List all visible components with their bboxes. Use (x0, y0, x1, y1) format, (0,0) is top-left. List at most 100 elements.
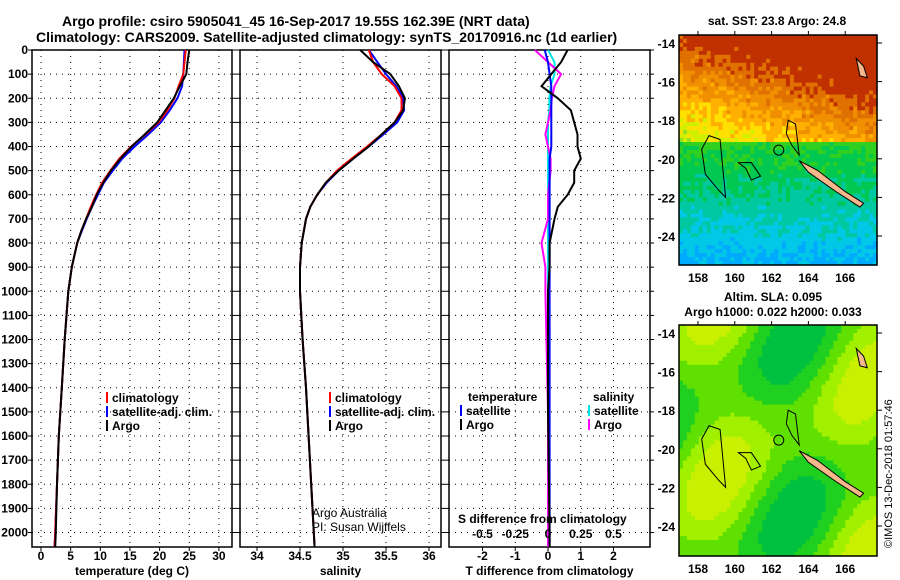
map-cell (730, 241, 736, 246)
map-cell (825, 46, 831, 52)
map-cell (698, 404, 704, 410)
map-cell (865, 217, 870, 222)
map-cell (679, 42, 684, 48)
map-cell (730, 440, 736, 446)
map-cell (746, 173, 751, 179)
map-cell (797, 177, 803, 183)
map-cell (782, 169, 787, 175)
map-y-tick-label: -24 (658, 230, 676, 244)
map-cell (861, 412, 866, 418)
map-cell (821, 392, 827, 398)
map-cell (853, 408, 858, 414)
map-cell (849, 205, 854, 211)
map-cell (762, 424, 767, 430)
map-cell (829, 82, 835, 88)
map-cell (690, 122, 696, 127)
map-cell (821, 372, 827, 378)
map-cell (702, 352, 708, 358)
map-cell (873, 333, 878, 338)
map-cell (797, 66, 803, 72)
map-cell (698, 452, 704, 457)
map-cell (813, 325, 819, 330)
map-cell (797, 146, 803, 151)
map-cell (805, 150, 811, 155)
map-cell (833, 340, 838, 346)
map-cell (690, 424, 696, 430)
map-cell (722, 404, 728, 410)
map-cell (698, 352, 704, 358)
map-cell (861, 82, 866, 88)
map-cell (873, 42, 878, 48)
map-cell (750, 185, 755, 191)
map-frame (678, 34, 878, 266)
map-cell (801, 404, 807, 410)
map-cell (706, 344, 712, 350)
map-cell (778, 114, 783, 119)
map-cell (734, 157, 739, 163)
map-cell (845, 221, 850, 226)
map-cell (869, 106, 874, 111)
map-cell (698, 408, 704, 414)
map-cell (679, 98, 684, 103)
map-cell (813, 352, 819, 358)
map-cell (738, 412, 743, 418)
map-cell (710, 58, 716, 64)
map-cell (805, 392, 811, 398)
map-cell (706, 233, 712, 238)
legend-label: satellite-adj. clim. (112, 405, 212, 419)
map-cell (710, 257, 716, 262)
map-cell (698, 46, 704, 52)
map-cell (770, 380, 775, 386)
map-cell (722, 241, 728, 246)
map-cell (683, 249, 688, 254)
map-cell (778, 66, 783, 72)
map-cell (857, 35, 862, 40)
map-cell (718, 161, 724, 167)
map-cell (738, 364, 743, 370)
map-cell (817, 249, 823, 254)
map-cell (722, 348, 728, 354)
map-cell (698, 376, 704, 382)
map-cell (734, 396, 739, 402)
map-cell (849, 54, 854, 60)
map-cell (825, 173, 831, 179)
map-cell (750, 78, 755, 84)
map-cell (762, 372, 767, 378)
map-cell (758, 90, 763, 96)
map-cell (686, 444, 692, 450)
map-cell (833, 82, 838, 88)
map-cell (754, 372, 759, 378)
map-cell (750, 329, 755, 334)
map-cell (801, 368, 807, 374)
map-cell (758, 225, 763, 230)
map-cell (734, 261, 739, 266)
map-cell (762, 78, 767, 84)
map-cell (785, 157, 791, 163)
map-cell (797, 368, 803, 374)
map-cell (706, 392, 712, 398)
map-cell (710, 173, 716, 179)
map-cell (849, 173, 854, 179)
map-cell (805, 66, 811, 72)
map-cell (782, 436, 787, 442)
map-cell (686, 197, 692, 203)
map-cell (785, 412, 791, 418)
map-cell (683, 177, 688, 183)
map-cell (679, 70, 684, 76)
map-cell (809, 205, 815, 211)
map-cell (809, 154, 815, 159)
map-cell (785, 352, 791, 358)
map-cell (714, 138, 720, 143)
map-cell (849, 412, 854, 418)
map-cell (698, 130, 704, 135)
map-cell (730, 325, 736, 330)
map-cell (694, 98, 700, 103)
map-cell (809, 134, 815, 139)
map-cell (853, 456, 858, 461)
map-cell (702, 456, 708, 461)
map-cell (694, 54, 700, 60)
map-cell (686, 440, 692, 446)
map-cell (793, 424, 799, 430)
map-cell (754, 201, 759, 207)
map-cell (746, 325, 751, 330)
